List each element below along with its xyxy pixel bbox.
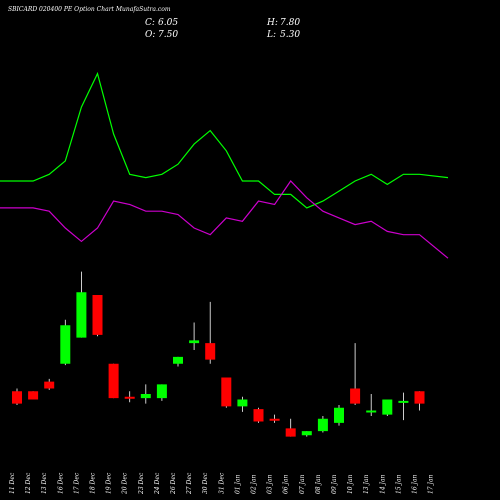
candle-body-down bbox=[253, 409, 264, 422]
candle bbox=[205, 301, 216, 364]
x-tick-label: 07 Jan bbox=[299, 474, 306, 494]
low-label: L: bbox=[266, 30, 276, 40]
candle bbox=[92, 295, 103, 337]
x-tick-label: 02 Jan bbox=[251, 474, 258, 494]
candle bbox=[414, 391, 425, 411]
candle-body-up bbox=[366, 410, 377, 413]
candle bbox=[76, 271, 87, 338]
candle bbox=[301, 431, 312, 437]
candle-body-up bbox=[301, 431, 312, 436]
x-tick-label: 16 Jan bbox=[412, 474, 419, 494]
x-tick-label: 14 Jan bbox=[379, 474, 386, 494]
candle bbox=[173, 356, 183, 367]
candle-body-down bbox=[221, 377, 232, 407]
indicator-lines bbox=[0, 71, 449, 259]
x-tick-label: 24 Dec bbox=[154, 472, 161, 495]
candle bbox=[156, 384, 167, 401]
candle bbox=[189, 322, 200, 350]
candle bbox=[140, 384, 151, 404]
x-tick-label: 01 Jan bbox=[234, 474, 241, 494]
candle-body-up bbox=[173, 356, 183, 364]
candle-body-up bbox=[334, 407, 344, 423]
candle bbox=[108, 363, 119, 399]
candle-body-up bbox=[76, 292, 87, 338]
high-label: H: bbox=[266, 18, 278, 28]
candle bbox=[366, 394, 377, 416]
chart-title: SBICARD 020400 PE Option Chart MunafaSut… bbox=[8, 6, 171, 13]
candle-body-down bbox=[92, 295, 103, 335]
x-tick-label: 19 Dec bbox=[106, 472, 113, 494]
x-tick-label: 08 Jan bbox=[315, 474, 322, 494]
x-tick-label: 30 Dec bbox=[202, 472, 209, 494]
candle bbox=[334, 405, 344, 426]
candle-body-up bbox=[382, 399, 393, 415]
candle bbox=[317, 416, 328, 433]
candle-body-down bbox=[350, 388, 361, 404]
candle-body-down bbox=[124, 396, 135, 399]
x-tick-label: 15 Jan bbox=[395, 474, 402, 494]
candle bbox=[12, 388, 22, 405]
candle bbox=[382, 399, 393, 416]
candle bbox=[398, 392, 409, 421]
x-tick-label: 09 Jan bbox=[331, 474, 338, 494]
x-tick-label: 10 Jan bbox=[347, 474, 354, 494]
x-tick-label: 16 Dec bbox=[57, 472, 64, 494]
candle-body-down bbox=[285, 428, 296, 437]
candle bbox=[60, 319, 71, 366]
indicator-line-2 bbox=[0, 180, 449, 259]
high-value: 7.80 bbox=[280, 18, 300, 28]
open-label: O: bbox=[145, 30, 155, 40]
x-tick-label: 20 Dec bbox=[122, 472, 129, 495]
x-axis: 11 Dec 12 Dec 13 Dec 16 Dec 17 Dec 18 Dec 19 D… bbox=[9, 472, 435, 495]
candle-body-down bbox=[269, 418, 280, 421]
x-tick-label: 03 Jan bbox=[267, 474, 274, 494]
candle bbox=[221, 377, 232, 408]
candle-body-up bbox=[156, 384, 167, 399]
x-tick-label: 12 Dec bbox=[25, 472, 32, 494]
candle-body-up bbox=[189, 340, 200, 344]
candle-body-up bbox=[317, 418, 328, 432]
x-tick-label: 17 Dec bbox=[73, 472, 80, 494]
candle bbox=[44, 378, 55, 390]
candles bbox=[12, 271, 425, 437]
x-tick-label: 13 Jan bbox=[363, 474, 370, 494]
candle-body-down bbox=[12, 391, 22, 404]
candle-body-down bbox=[205, 343, 216, 360]
x-tick-label: 13 Dec bbox=[41, 472, 48, 494]
candle bbox=[28, 391, 39, 400]
candle bbox=[124, 391, 135, 403]
candle-body-down bbox=[108, 363, 119, 399]
candle-body-up bbox=[398, 400, 409, 403]
x-tick-label: 27 Dec bbox=[186, 472, 193, 495]
indicator-line-1 bbox=[0, 71, 449, 209]
x-tick-label: 31 Dec bbox=[218, 472, 225, 494]
candle bbox=[253, 407, 264, 423]
x-tick-label: 23 Dec bbox=[138, 472, 145, 495]
candle bbox=[269, 414, 280, 423]
x-tick-label: 11 Dec bbox=[9, 472, 16, 494]
low-value: 5.30 bbox=[280, 30, 300, 40]
candle bbox=[237, 396, 248, 412]
x-tick-label: 18 Dec bbox=[90, 472, 97, 494]
candle bbox=[350, 343, 361, 405]
x-tick-label: 17 Jan bbox=[428, 474, 435, 494]
close-label: C: bbox=[145, 18, 155, 28]
candle-body-down bbox=[44, 381, 55, 389]
x-tick-label: 06 Jan bbox=[283, 474, 290, 494]
candle-body-up bbox=[140, 394, 151, 399]
candle-body-up bbox=[60, 325, 71, 364]
close-value: 6.05 bbox=[158, 18, 178, 28]
candle-body-down bbox=[414, 391, 425, 404]
candle bbox=[285, 418, 296, 437]
x-tick-label: 26 Dec bbox=[170, 472, 177, 495]
open-value: 7.50 bbox=[158, 30, 178, 40]
candle-body-up bbox=[237, 399, 248, 407]
candle-body-down bbox=[28, 391, 39, 400]
